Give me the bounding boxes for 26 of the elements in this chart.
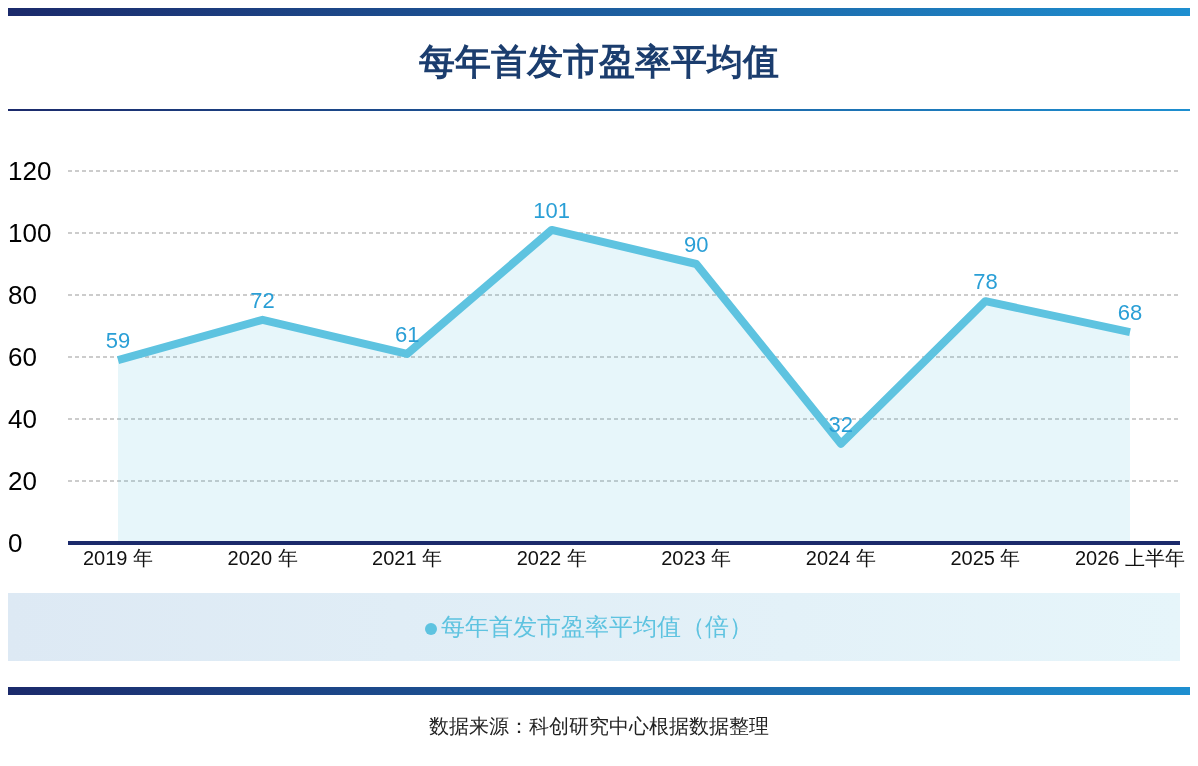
x-tick-label: 2026 上半年 — [1074, 547, 1186, 570]
legend-label: 每年首发市盈率平均值（倍） — [441, 613, 753, 640]
y-tick-label: 120 — [8, 156, 52, 187]
x-tick-label: 2023 年 — [661, 547, 732, 570]
source-note: 数据来源：科创研究中心根据数据整理 — [428, 714, 770, 739]
x-tick-label: 2022 年 — [516, 547, 587, 570]
y-tick-label: 0 — [8, 528, 23, 559]
x-tick-label: 2024 年 — [805, 547, 876, 570]
data-label: 61 — [394, 321, 420, 347]
y-tick-label: 80 — [8, 280, 37, 311]
data-label: 90 — [684, 232, 709, 257]
y-tick-label: 60 — [8, 342, 37, 373]
data-label: 59 — [105, 328, 131, 354]
data-label: 101 — [533, 197, 571, 223]
x-tick-label: 2020 年 — [227, 547, 298, 570]
y-tick-label: 100 — [8, 218, 52, 249]
x-tick-label: 2021 年 — [372, 547, 443, 570]
y-tick-label: 40 — [8, 404, 37, 435]
data-label: 68 — [1117, 300, 1143, 326]
x-tick-label: 2025 年 — [950, 547, 1021, 570]
chart-title: 每年首发市盈率平均值 — [418, 40, 780, 84]
data-label: 78 — [973, 269, 998, 295]
x-tick-label: 2019 年 — [82, 547, 154, 570]
data-label: 32 — [828, 411, 854, 437]
data-label: 72 — [250, 287, 275, 313]
y-tick-label: 20 — [8, 466, 37, 497]
